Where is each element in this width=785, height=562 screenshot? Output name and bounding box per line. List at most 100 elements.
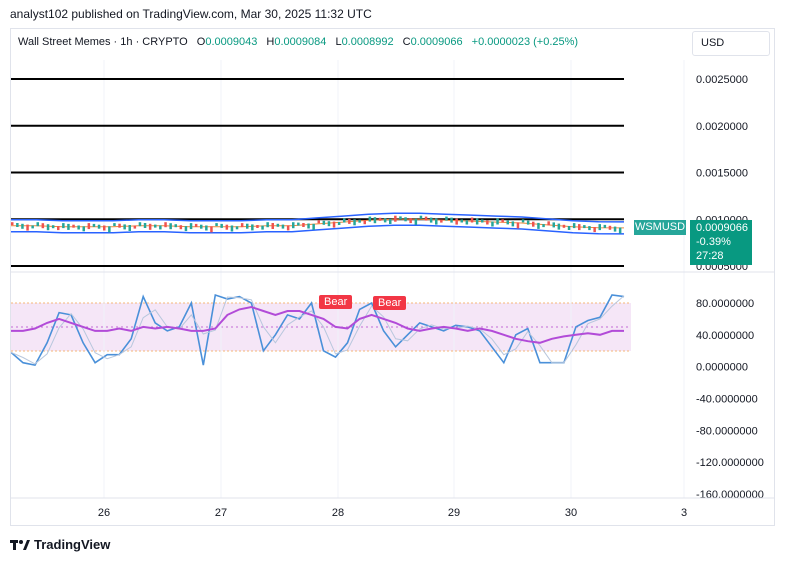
stoch-tick-label: -80.0000000	[696, 425, 758, 437]
candle	[210, 226, 213, 233]
low-value: 0.0008992	[341, 36, 394, 48]
candle	[281, 224, 285, 229]
candle	[409, 218, 412, 224]
candle	[143, 223, 147, 228]
stoch-axis[interactable]: 80.0000000 40.0000000 0.0000000 -40.0000000…	[696, 298, 764, 501]
candle	[261, 225, 264, 230]
bar-countdown: 27:28	[696, 250, 724, 262]
time-tick-label: 30	[565, 507, 577, 519]
candle	[21, 223, 24, 229]
candle	[491, 221, 494, 227]
candle	[532, 221, 535, 227]
candle	[51, 225, 55, 229]
candle	[337, 222, 341, 225]
candle	[31, 225, 34, 229]
candle	[537, 222, 540, 229]
tradingview-brand[interactable]: TradingView	[10, 537, 110, 552]
candle	[46, 224, 50, 231]
candle	[496, 218, 499, 225]
price-tick-label: 0.0015000	[696, 168, 748, 180]
candle	[72, 224, 75, 228]
candle	[11, 222, 14, 226]
candle	[307, 223, 310, 229]
candle	[62, 223, 65, 229]
stoch-k-line	[11, 293, 625, 367]
candle	[67, 223, 70, 230]
candle	[26, 224, 29, 231]
candle	[440, 219, 443, 223]
candle	[225, 224, 229, 230]
currency-button[interactable]: USD	[692, 31, 770, 56]
brand-name: TradingView	[34, 537, 111, 552]
candle	[429, 217, 433, 223]
time-tick-label: 29	[448, 507, 460, 519]
candle	[154, 224, 157, 228]
candle	[251, 224, 254, 231]
time-axis[interactable]: 26 27 28 29 30 3	[98, 507, 687, 519]
candle	[343, 218, 346, 223]
candle	[138, 222, 142, 227]
candle	[113, 223, 116, 227]
candle	[36, 222, 39, 227]
candle	[159, 225, 162, 230]
candle	[240, 223, 244, 228]
change-value: +0.0000023 (+0.25%)	[471, 36, 579, 48]
bollinger-bands	[11, 212, 625, 235]
candle	[368, 216, 372, 222]
price-tick-label: 0.0020000	[696, 121, 748, 133]
candle	[583, 225, 586, 229]
bollinger-basis-line	[11, 218, 625, 229]
candle	[348, 218, 351, 224]
candle	[419, 215, 423, 219]
time-tick-label: 26	[98, 507, 110, 519]
time-tick-label: 28	[332, 507, 344, 519]
candle	[92, 223, 96, 227]
stoch-tick-label: 80.0000000	[696, 298, 754, 310]
candle	[567, 226, 571, 230]
candle	[399, 216, 402, 220]
stoch-tick-label: 0.0000000	[696, 362, 748, 374]
candle	[424, 216, 428, 221]
candle	[542, 224, 545, 228]
candle	[511, 221, 515, 227]
candle	[578, 224, 581, 231]
candle	[164, 222, 167, 228]
candle	[572, 223, 576, 229]
symbol-tag: WSMUSD	[634, 220, 686, 235]
bear-signal-label: Bear	[319, 295, 353, 309]
candle	[266, 222, 269, 228]
candles	[11, 215, 622, 234]
candle	[103, 225, 106, 231]
symbol-label[interactable]: Wall Street Memes · 1h · CRYPTO	[18, 36, 188, 48]
candle	[481, 219, 484, 223]
candle	[608, 225, 612, 230]
candle	[358, 219, 361, 223]
candle	[486, 220, 489, 225]
candle	[148, 223, 152, 230]
candle	[57, 226, 60, 231]
candle	[603, 224, 607, 228]
open-label: O	[196, 36, 206, 48]
candle	[450, 217, 453, 223]
candle	[302, 223, 305, 227]
candle	[613, 226, 617, 232]
bollinger-upper-line	[11, 212, 625, 223]
close-label: C	[402, 36, 411, 48]
candle	[547, 221, 550, 226]
stoch-d-line	[11, 305, 624, 344]
candle	[363, 220, 366, 225]
candle	[383, 218, 387, 223]
candle	[82, 226, 85, 232]
candle	[256, 225, 259, 228]
candle	[404, 217, 407, 222]
candle	[389, 219, 392, 224]
candle	[598, 224, 601, 231]
candle	[235, 226, 239, 230]
candle	[526, 220, 530, 225]
tradingview-logo-icon	[10, 539, 30, 550]
candle	[16, 223, 19, 227]
candle	[174, 224, 177, 228]
last-change: -0.39%	[696, 236, 731, 248]
candle	[465, 220, 469, 225]
